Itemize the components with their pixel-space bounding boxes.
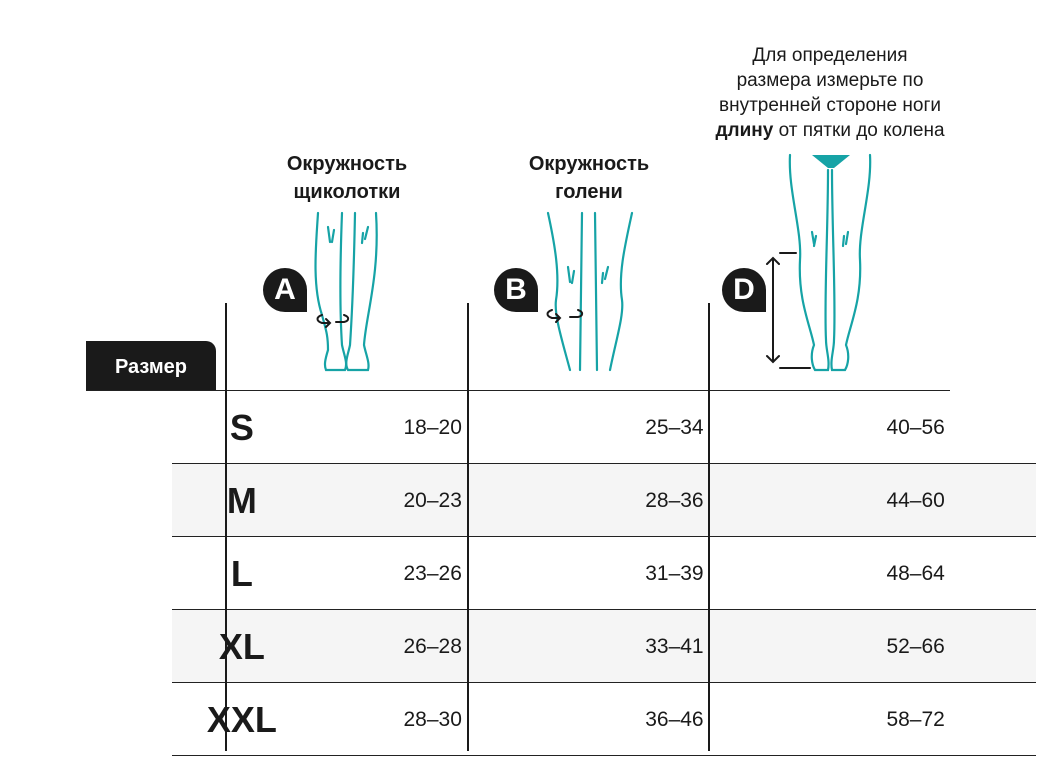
size-cell: M [226,480,257,521]
ankle-cell: 26–28 [403,635,462,658]
note-line3: внутренней стороне ноги [719,95,941,116]
size-cell: L [230,553,253,594]
column-divider [225,303,227,751]
ankle-legs-illustration [314,211,378,372]
table-row: M 20–23 28–36 44–60 [172,464,1036,537]
table-row: XL 26–28 33–41 52–66 [172,610,1036,683]
length-note: Для определения размера измерьте по внут… [690,43,970,143]
size-header: Размер [86,341,216,391]
badge-a: A [263,268,307,312]
length-legs-illustration [766,153,872,372]
size-cell: XL [218,626,265,667]
ankle-header: Окружность щиколотки [247,150,447,206]
calf-header-line2: голени [555,181,623,203]
calf-header-line1: Окружность [528,153,650,175]
note-line2: размера измерьте по [736,70,924,91]
column-divider [708,303,710,751]
note-line1: Для определения [752,45,908,66]
note-line4: длину от пятки до колена [690,118,970,143]
note-rest: от пятки до колена [773,120,945,141]
column-divider [467,303,469,751]
table-row: S 18–20 25–34 40–56 [172,391,1036,464]
length-cell: 52–66 [886,635,945,658]
calf-cell: 33–41 [645,635,704,658]
length-cell: 44–60 [886,489,945,512]
ankle-cell: 20–23 [403,489,462,512]
calf-cell: 31–39 [645,562,704,585]
note-bold: длину [715,120,774,141]
calf-cell: 36–46 [645,708,704,731]
badge-b: B [494,268,538,312]
ankle-header-line2: щиколотки [293,181,401,203]
table-row: L 23–26 31–39 48–64 [172,537,1036,610]
ankle-cell: 23–26 [403,562,462,585]
table-row: XXL 28–30 36–46 58–72 [172,683,1036,756]
size-cell: S [229,407,254,448]
calf-cell: 25–34 [645,416,704,439]
length-cell: 40–56 [886,416,945,439]
size-table: S 18–20 25–34 40–56 M 20–23 28–36 44–60 L 23–26 31… [86,390,1036,756]
badge-d: D [722,268,766,312]
calf-cell: 28–36 [645,489,704,512]
length-cell: 48–64 [886,562,945,585]
ankle-header-line1: Окружность [286,153,408,175]
calf-legs-illustration [546,211,634,372]
size-cell: XXL [206,699,277,740]
ankle-cell: 28–30 [403,708,462,731]
length-cell: 58–72 [886,708,945,731]
ankle-cell: 18–20 [403,416,462,439]
calf-header: Окружность голени [489,150,689,206]
